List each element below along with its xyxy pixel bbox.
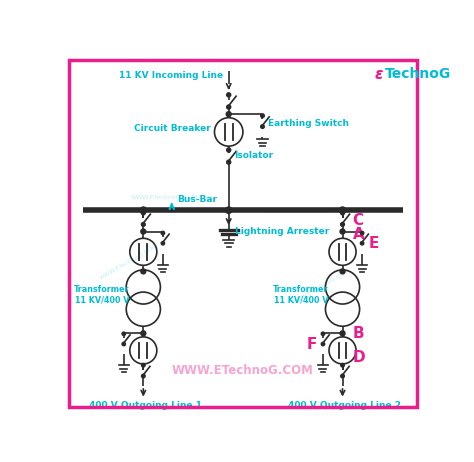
Circle shape (140, 207, 146, 213)
Text: F: F (306, 336, 317, 352)
Circle shape (339, 207, 346, 213)
Text: ε: ε (375, 67, 383, 82)
Text: WWW.ETechnoG.COM: WWW.ETechnoG.COM (172, 364, 314, 377)
Text: Earthing Switch: Earthing Switch (268, 119, 349, 128)
Text: B: B (353, 326, 364, 341)
Circle shape (141, 223, 145, 226)
Text: 11 KV Incoming Line: 11 KV Incoming Line (119, 71, 223, 79)
Circle shape (142, 374, 145, 378)
Circle shape (340, 331, 345, 336)
Circle shape (142, 363, 145, 367)
Circle shape (341, 223, 345, 226)
Circle shape (141, 229, 146, 234)
Text: C: C (353, 213, 364, 228)
Text: WWW.ETechnoG.COM: WWW.ETechnoG.COM (131, 195, 198, 200)
Text: A: A (353, 227, 364, 242)
Circle shape (141, 331, 146, 336)
Circle shape (360, 242, 364, 245)
Text: WWW.ETechnoG.COM: WWW.ETechnoG.COM (99, 243, 159, 281)
Text: Transformer
11 KV/400 V: Transformer 11 KV/400 V (273, 285, 328, 304)
Text: E: E (368, 236, 379, 251)
Circle shape (227, 148, 231, 152)
Circle shape (122, 342, 126, 346)
Circle shape (161, 242, 164, 245)
Text: 400 V Outgoing Line 1: 400 V Outgoing Line 1 (89, 401, 201, 410)
Circle shape (340, 269, 345, 274)
Circle shape (226, 207, 232, 213)
Circle shape (340, 229, 345, 234)
Text: Isolator: Isolator (234, 151, 273, 160)
Circle shape (227, 105, 231, 109)
Circle shape (227, 160, 231, 164)
Circle shape (161, 231, 164, 235)
Text: Transformer
11 KV/400 V: Transformer 11 KV/400 V (73, 285, 129, 304)
Text: WWW.ETechnoG.COM: WWW.ETechnoG.COM (291, 267, 352, 306)
Circle shape (321, 342, 325, 346)
Circle shape (261, 114, 264, 117)
Circle shape (341, 211, 345, 215)
Text: TechnoG: TechnoG (385, 67, 451, 81)
Circle shape (341, 363, 344, 367)
Circle shape (261, 125, 264, 128)
Text: Lightning Arrester: Lightning Arrester (235, 227, 329, 236)
Circle shape (341, 374, 344, 378)
Text: WWW.ETechnoG.COM: WWW.ETechnoG.COM (263, 209, 330, 214)
Circle shape (321, 332, 325, 335)
Circle shape (360, 231, 364, 235)
Text: D: D (353, 350, 365, 365)
Circle shape (227, 93, 231, 97)
Circle shape (141, 269, 146, 274)
Circle shape (122, 332, 126, 335)
Text: Circuit Breaker: Circuit Breaker (134, 124, 211, 133)
Circle shape (226, 112, 231, 116)
Circle shape (141, 211, 145, 215)
Text: Bus-Bar: Bus-Bar (177, 195, 217, 204)
Text: 400 V Outgoing Line 2: 400 V Outgoing Line 2 (288, 401, 401, 410)
